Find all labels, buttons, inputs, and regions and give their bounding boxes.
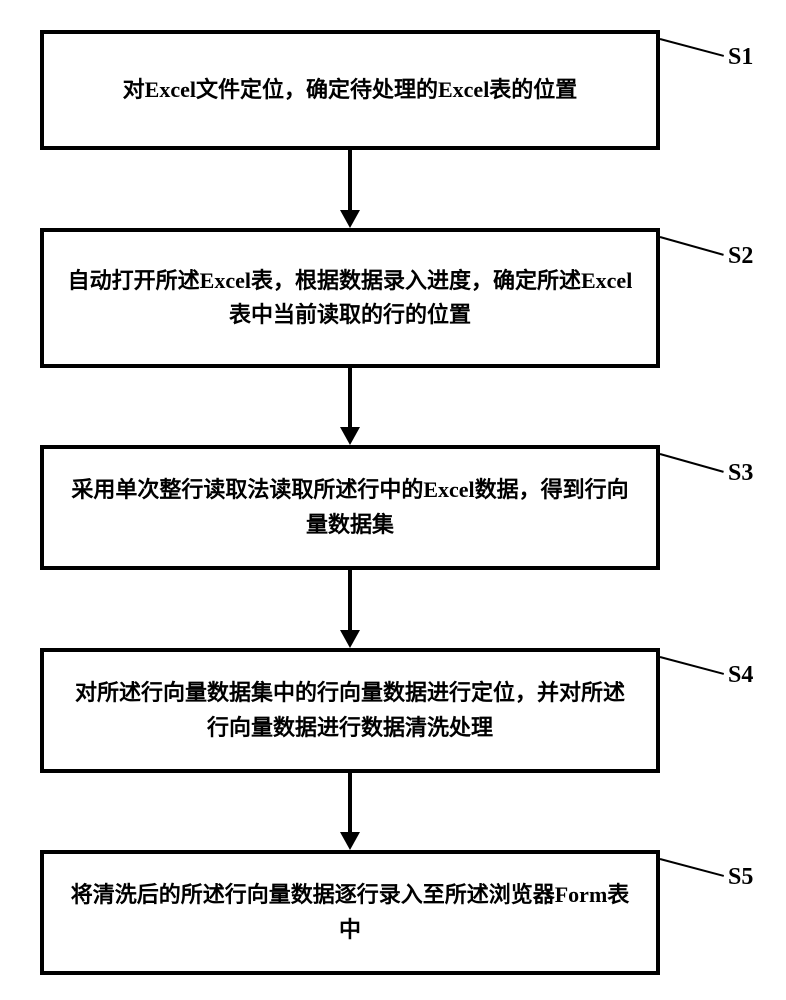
flowchart-step-s2: 自动打开所述Excel表，根据数据录入进度，确定所述Excel表中当前读取的行的… (40, 228, 660, 368)
connector-line (660, 858, 725, 877)
arrow-shaft (348, 150, 352, 212)
flowchart-canvas: 对Excel文件定位，确定待处理的Excel表的位置自动打开所述Excel表，根… (0, 0, 786, 1000)
step-label-s5: S5 (728, 864, 753, 891)
step-label-s2: S2 (728, 243, 753, 270)
flowchart-step-s5: 将清洗后的所述行向量数据逐行录入至所述浏览器Form表中 (40, 850, 660, 975)
arrow-head-icon (340, 427, 360, 445)
flowchart-step-s3: 采用单次整行读取法读取所述行中的Excel数据，得到行向量数据集 (40, 445, 660, 570)
arrow-head-icon (340, 630, 360, 648)
arrow-head-icon (340, 210, 360, 228)
arrow-shaft (348, 368, 352, 429)
connector-line (660, 236, 725, 256)
arrow-shaft (348, 773, 352, 834)
arrow-shaft (348, 570, 352, 632)
step-text: 对所述行向量数据集中的行向量数据进行定位，并对所述行向量数据进行数据清洗处理 (44, 676, 656, 744)
flowchart-step-s4: 对所述行向量数据集中的行向量数据进行定位，并对所述行向量数据进行数据清洗处理 (40, 648, 660, 773)
flowchart-step-s1: 对Excel文件定位，确定待处理的Excel表的位置 (40, 30, 660, 150)
step-text: 自动打开所述Excel表，根据数据录入进度，确定所述Excel表中当前读取的行的… (44, 264, 656, 332)
step-label-s1: S1 (728, 44, 753, 71)
step-text: 将清洗后的所述行向量数据逐行录入至所述浏览器Form表中 (44, 878, 656, 946)
step-label-s4: S4 (728, 662, 753, 689)
connector-line (660, 453, 725, 473)
step-text: 对Excel文件定位，确定待处理的Excel表的位置 (101, 73, 600, 107)
step-text: 采用单次整行读取法读取所述行中的Excel数据，得到行向量数据集 (44, 473, 656, 541)
connector-line (660, 38, 725, 57)
arrow-head-icon (340, 832, 360, 850)
connector-line (660, 656, 725, 675)
step-label-s3: S3 (728, 460, 753, 487)
